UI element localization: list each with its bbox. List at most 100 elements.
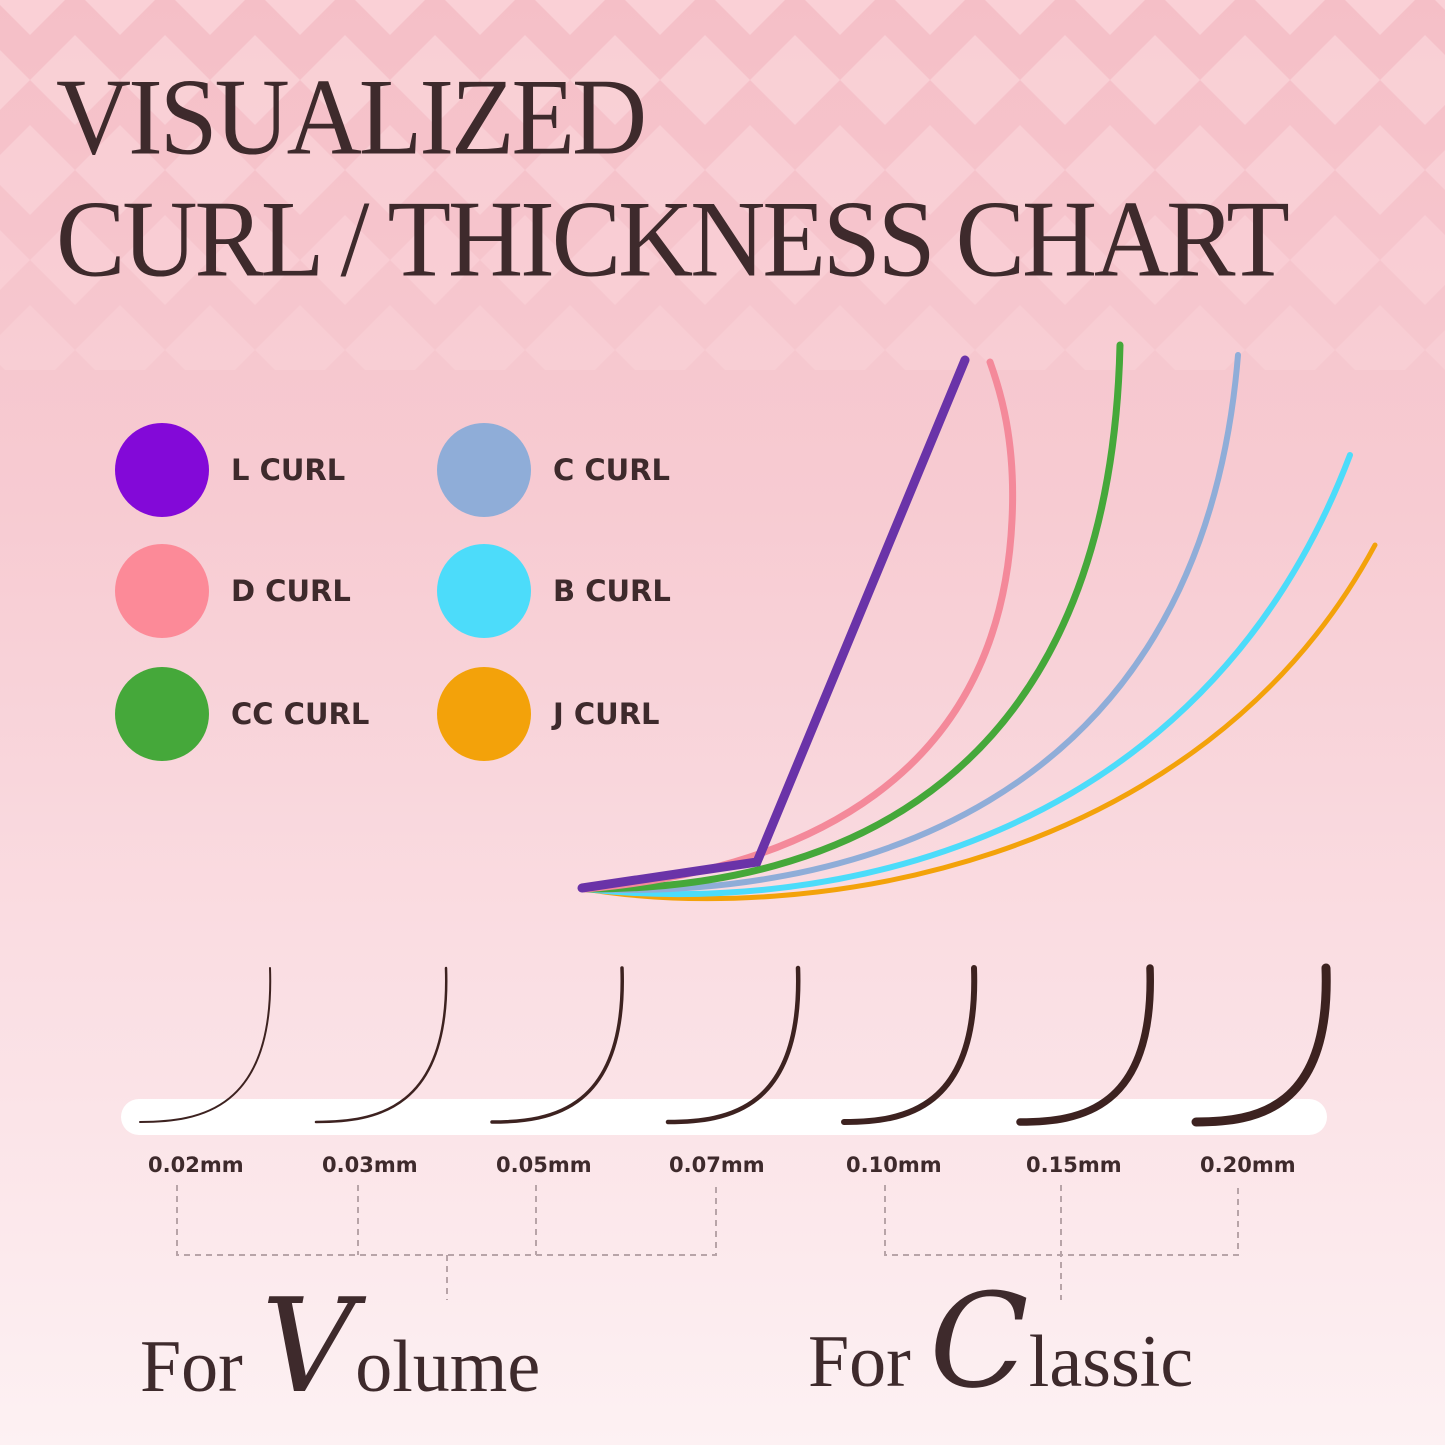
pattern-diamond [1155,125,1245,215]
cc-curl-swatch [115,667,209,761]
pattern-diamond [535,0,605,35]
for-classic-rest: lassic [1028,1321,1194,1403]
b-curl-line [582,452,1353,898]
thickness-label: 0.03mm [322,1153,418,1177]
pattern-diamond [1065,125,1155,215]
legend-j-curl: J CURL [437,667,660,761]
pattern-diamond [525,305,615,370]
pattern-diamond [1075,0,1145,35]
pattern-diamond [1245,305,1335,370]
pattern-diamond [1065,305,1155,370]
for-volume-label: For Volume [140,1270,540,1422]
legend-label: B CURL [553,574,671,608]
pattern-diamond [985,0,1055,35]
pattern-diamond [1110,35,1200,125]
lash-0.03mm [314,966,448,1124]
legend-d-curl: D CURL [115,544,351,638]
legend-label: J CURL [553,697,660,731]
pattern-diamond [1425,150,1445,190]
pattern-diamond [355,0,425,35]
pattern-diamond [660,215,750,305]
for-volume-rest: olume [355,1326,541,1408]
pattern-diamond [210,215,300,305]
legend-l-curl: L CURL [115,423,345,517]
pattern-diamond [930,215,1020,305]
pattern-diamond [445,0,515,35]
pattern-diamond [615,305,705,370]
pattern-diamond [1155,305,1245,370]
pattern-diamond [165,125,255,215]
thickness-label: 0.20mm [1200,1153,1296,1177]
lash-0.15mm [1016,964,1154,1126]
pattern-diamond [750,35,840,125]
j-curl-line [582,542,1378,902]
pattern-diamond [840,35,930,125]
pattern-diamond [345,305,435,370]
for-classic-label: For Classic [808,1265,1193,1417]
pattern-diamond [435,125,525,215]
legend-label: D CURL [231,574,351,608]
pattern-diamond [625,0,695,35]
pattern-diamond [1165,0,1235,35]
legend-label: CC CURL [231,697,370,731]
l-curl-line [577,355,970,893]
pattern-diamond [1110,215,1200,305]
legend-label: L CURL [231,453,346,487]
for-classic-initial: C [929,1265,1029,1417]
pattern-diamond [715,0,785,35]
pattern-diamond [930,35,1020,125]
pattern-diamond [165,305,255,370]
j-curl-swatch [437,667,531,761]
pattern-diamond [120,215,210,305]
pattern-diamond [750,215,840,305]
pattern-diamond [885,305,975,370]
pattern-diamond [795,305,885,370]
classic-bracket [884,1185,1239,1300]
for-volume-prefix: For [140,1326,243,1408]
pattern-diamond [255,305,345,370]
legend-c-curl: C CURL [437,423,670,517]
pattern-diamond [895,0,965,35]
thickness-label: 0.05mm [496,1153,592,1177]
title-line-2: CURL / THICKNESS CHART [56,179,1290,300]
pattern-diamond [120,35,210,125]
c-curl-line [582,352,1241,893]
pattern-diamond [805,0,875,35]
pattern-diamond [570,215,660,305]
pattern-diamond [1200,35,1290,125]
pattern-diamond [175,0,245,35]
pattern-diamond [75,305,165,370]
pattern-diamond [265,0,335,35]
pattern-diamond [85,0,155,35]
for-classic-prefix: For [808,1321,911,1403]
thickness-label: 0.15mm [1026,1153,1122,1177]
pattern-diamond [390,35,480,125]
pattern-diamond [0,305,75,370]
pattern-diamond [1200,215,1290,305]
pattern-diamond [0,230,30,290]
pattern-diamond [210,35,300,125]
c-curl-swatch [437,423,531,517]
pattern-diamond [795,125,885,215]
pattern-diamond [1335,305,1425,370]
pattern-diamond [345,125,435,215]
thickness-label: 0.07mm [669,1153,765,1177]
pattern-diamond [975,125,1065,215]
pattern-diamond [0,0,65,35]
lash-0.10mm [841,965,978,1125]
b-curl-swatch [437,544,531,638]
pattern-diamond [885,125,975,215]
pattern-diamond [1380,35,1445,125]
pattern-diamond [1435,0,1445,10]
pattern-diamond [1020,215,1110,305]
pattern-diamond [1255,0,1325,35]
pattern-diamond [0,50,30,110]
l-curl-swatch [115,423,209,517]
for-volume-initial: V [261,1270,356,1422]
pattern-diamond [1245,125,1335,215]
pattern-diamond [300,35,390,125]
pattern-diamond [30,215,120,305]
